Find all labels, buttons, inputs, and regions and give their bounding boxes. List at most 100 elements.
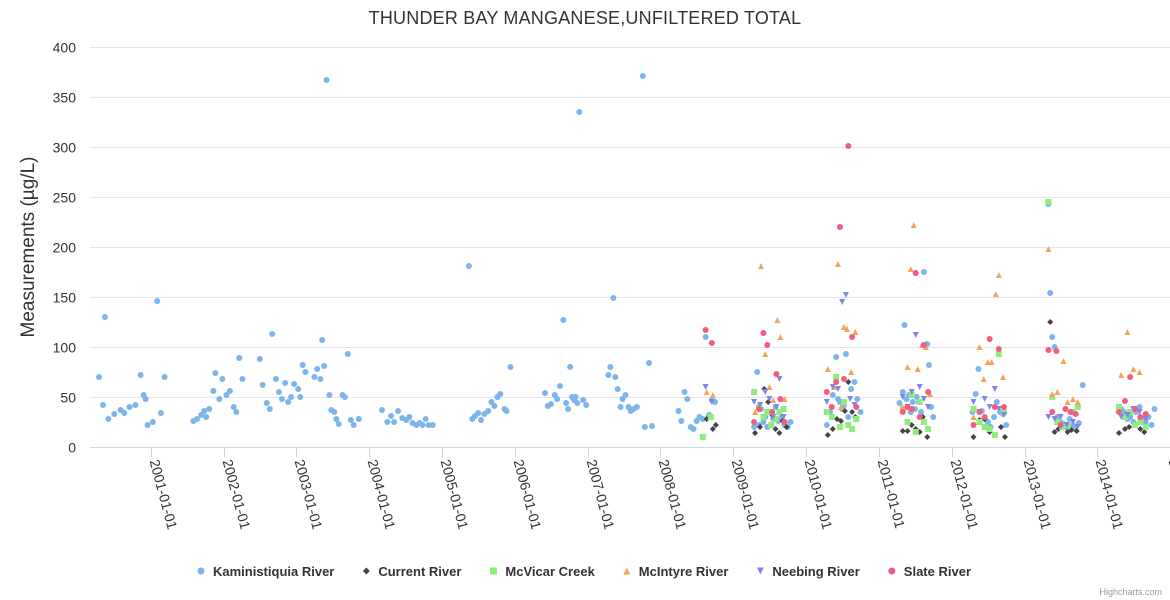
legend-label[interactable]: Kaministiquia River <box>213 564 334 579</box>
data-point[interactable] <box>126 404 133 410</box>
data-point[interactable] <box>317 376 324 382</box>
data-point[interactable] <box>641 424 648 430</box>
data-point[interactable] <box>986 404 993 410</box>
data-point[interactable] <box>848 386 855 392</box>
data-point[interactable] <box>1136 369 1143 375</box>
data-point[interactable] <box>1063 422 1070 428</box>
data-point[interactable] <box>764 342 771 348</box>
data-point[interactable] <box>926 362 933 368</box>
data-point[interactable] <box>263 400 270 406</box>
data-point[interactable] <box>766 396 773 402</box>
data-point[interactable] <box>485 408 492 414</box>
data-point[interactable] <box>757 402 764 408</box>
data-point[interactable] <box>776 430 783 436</box>
data-point[interactable] <box>612 374 619 380</box>
data-point[interactable] <box>335 421 342 427</box>
data-point[interactable] <box>916 384 923 390</box>
data-point[interactable] <box>675 408 682 414</box>
data-point[interactable] <box>769 409 776 415</box>
data-point[interactable] <box>1115 430 1122 436</box>
data-point[interactable] <box>230 404 237 410</box>
data-point[interactable] <box>823 409 830 415</box>
data-point[interactable] <box>764 409 771 415</box>
data-point[interactable] <box>852 329 859 335</box>
data-point[interactable] <box>1132 406 1139 412</box>
data-point[interactable] <box>1115 404 1122 410</box>
data-point[interactable] <box>1127 414 1134 420</box>
data-point[interactable] <box>1074 404 1081 410</box>
data-point[interactable] <box>1142 424 1149 430</box>
data-point[interactable] <box>1142 411 1149 417</box>
data-point[interactable] <box>828 414 835 420</box>
data-point[interactable] <box>299 362 306 368</box>
data-point[interactable] <box>976 344 983 350</box>
data-point[interactable] <box>842 351 849 357</box>
data-point[interactable] <box>920 269 927 275</box>
data-point[interactable] <box>425 422 432 428</box>
data-point[interactable] <box>709 392 716 398</box>
legend-item-mcintyre-river[interactable]: McIntyre River <box>623 564 728 579</box>
data-point[interactable] <box>554 396 561 402</box>
data-point[interactable] <box>297 394 304 400</box>
data-point[interactable] <box>288 394 295 400</box>
data-point[interactable] <box>302 369 309 375</box>
data-point[interactable] <box>1000 412 1007 418</box>
data-point[interactable] <box>912 332 919 338</box>
data-point[interactable] <box>758 263 765 269</box>
data-point[interactable] <box>849 334 856 340</box>
data-point[interactable] <box>194 416 201 422</box>
data-point[interactable] <box>837 418 844 424</box>
data-point[interactable] <box>991 386 998 392</box>
data-point[interactable] <box>111 411 118 417</box>
data-point[interactable] <box>105 416 112 422</box>
data-point[interactable] <box>1137 426 1144 432</box>
data-point[interactable] <box>639 73 646 79</box>
data-point[interactable] <box>605 372 612 378</box>
data-point[interactable] <box>976 409 983 415</box>
data-point[interactable] <box>1068 427 1075 433</box>
data-point[interactable] <box>981 396 988 402</box>
data-point[interactable] <box>920 342 927 348</box>
data-point[interactable] <box>975 366 982 372</box>
data-point[interactable] <box>840 324 847 330</box>
data-point[interactable] <box>541 390 548 396</box>
data-point[interactable] <box>1047 319 1054 325</box>
data-point[interactable] <box>833 374 840 380</box>
data-point[interactable] <box>583 402 590 408</box>
data-point[interactable] <box>760 419 767 425</box>
data-point[interactable] <box>970 422 977 428</box>
data-point[interactable] <box>1072 411 1079 417</box>
data-point[interactable] <box>1054 419 1061 425</box>
data-point[interactable] <box>999 374 1006 380</box>
data-point[interactable] <box>355 416 362 422</box>
data-point[interactable] <box>751 399 758 405</box>
data-point[interactable] <box>1045 347 1052 353</box>
data-point[interactable] <box>970 434 977 440</box>
data-point[interactable] <box>993 399 1000 405</box>
data-point[interactable] <box>99 402 106 408</box>
data-point[interactable] <box>995 272 1002 278</box>
data-point[interactable] <box>777 396 784 402</box>
data-point[interactable] <box>828 404 835 410</box>
data-point[interactable] <box>576 109 583 115</box>
data-point[interactable] <box>1054 389 1061 395</box>
data-point[interactable] <box>291 381 298 387</box>
data-point[interactable] <box>756 406 763 412</box>
legend-label[interactable]: McIntyre River <box>639 564 729 579</box>
data-point[interactable] <box>980 376 987 382</box>
data-point[interactable] <box>829 426 836 432</box>
data-point[interactable] <box>475 410 482 416</box>
data-point[interactable] <box>1151 406 1158 412</box>
data-point[interactable] <box>848 369 855 375</box>
data-point[interactable] <box>157 410 164 416</box>
legend-item-kaministiquia-river[interactable]: Kaministiquia River <box>197 564 334 579</box>
data-point[interactable] <box>239 376 246 382</box>
data-point[interactable] <box>776 409 783 415</box>
data-point[interactable] <box>836 224 843 230</box>
data-point[interactable] <box>780 406 787 412</box>
data-point[interactable] <box>773 371 780 377</box>
data-point[interactable] <box>319 337 326 343</box>
data-point[interactable] <box>1115 409 1122 415</box>
legend-item-neebing-river[interactable]: Neebing River <box>756 564 860 579</box>
data-point[interactable] <box>757 424 764 430</box>
